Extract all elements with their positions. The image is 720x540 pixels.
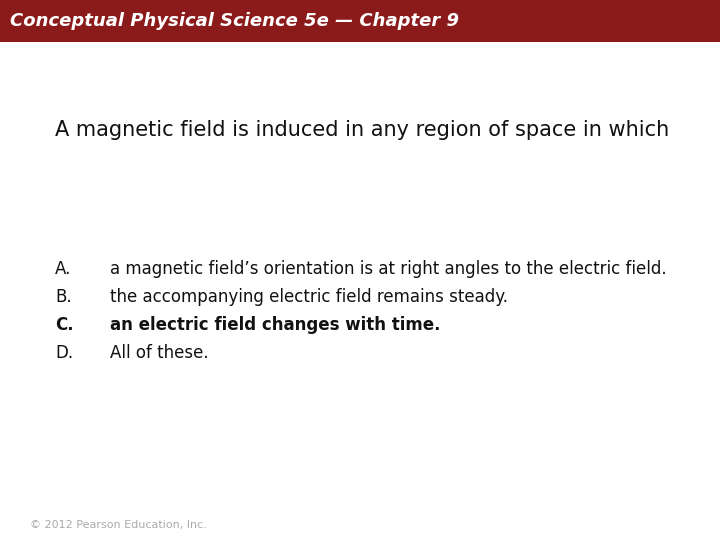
Text: © 2012 Pearson Education, Inc.: © 2012 Pearson Education, Inc. xyxy=(30,520,207,530)
Text: a magnetic field’s orientation is at right angles to the electric field.: a magnetic field’s orientation is at rig… xyxy=(110,260,667,278)
Text: Conceptual Physical Science 5e — Chapter 9: Conceptual Physical Science 5e — Chapter… xyxy=(10,12,459,30)
Text: A.: A. xyxy=(55,260,71,278)
Text: A magnetic field is induced in any region of space in which: A magnetic field is induced in any regio… xyxy=(55,120,670,140)
Bar xyxy=(0,0,720,42)
Text: an electric field changes with time.: an electric field changes with time. xyxy=(110,316,441,334)
Text: D.: D. xyxy=(55,344,73,362)
Text: All of these.: All of these. xyxy=(110,344,209,362)
Text: B.: B. xyxy=(55,288,71,306)
Text: the accompanying electric field remains steady.: the accompanying electric field remains … xyxy=(110,288,508,306)
Text: C.: C. xyxy=(55,316,73,334)
